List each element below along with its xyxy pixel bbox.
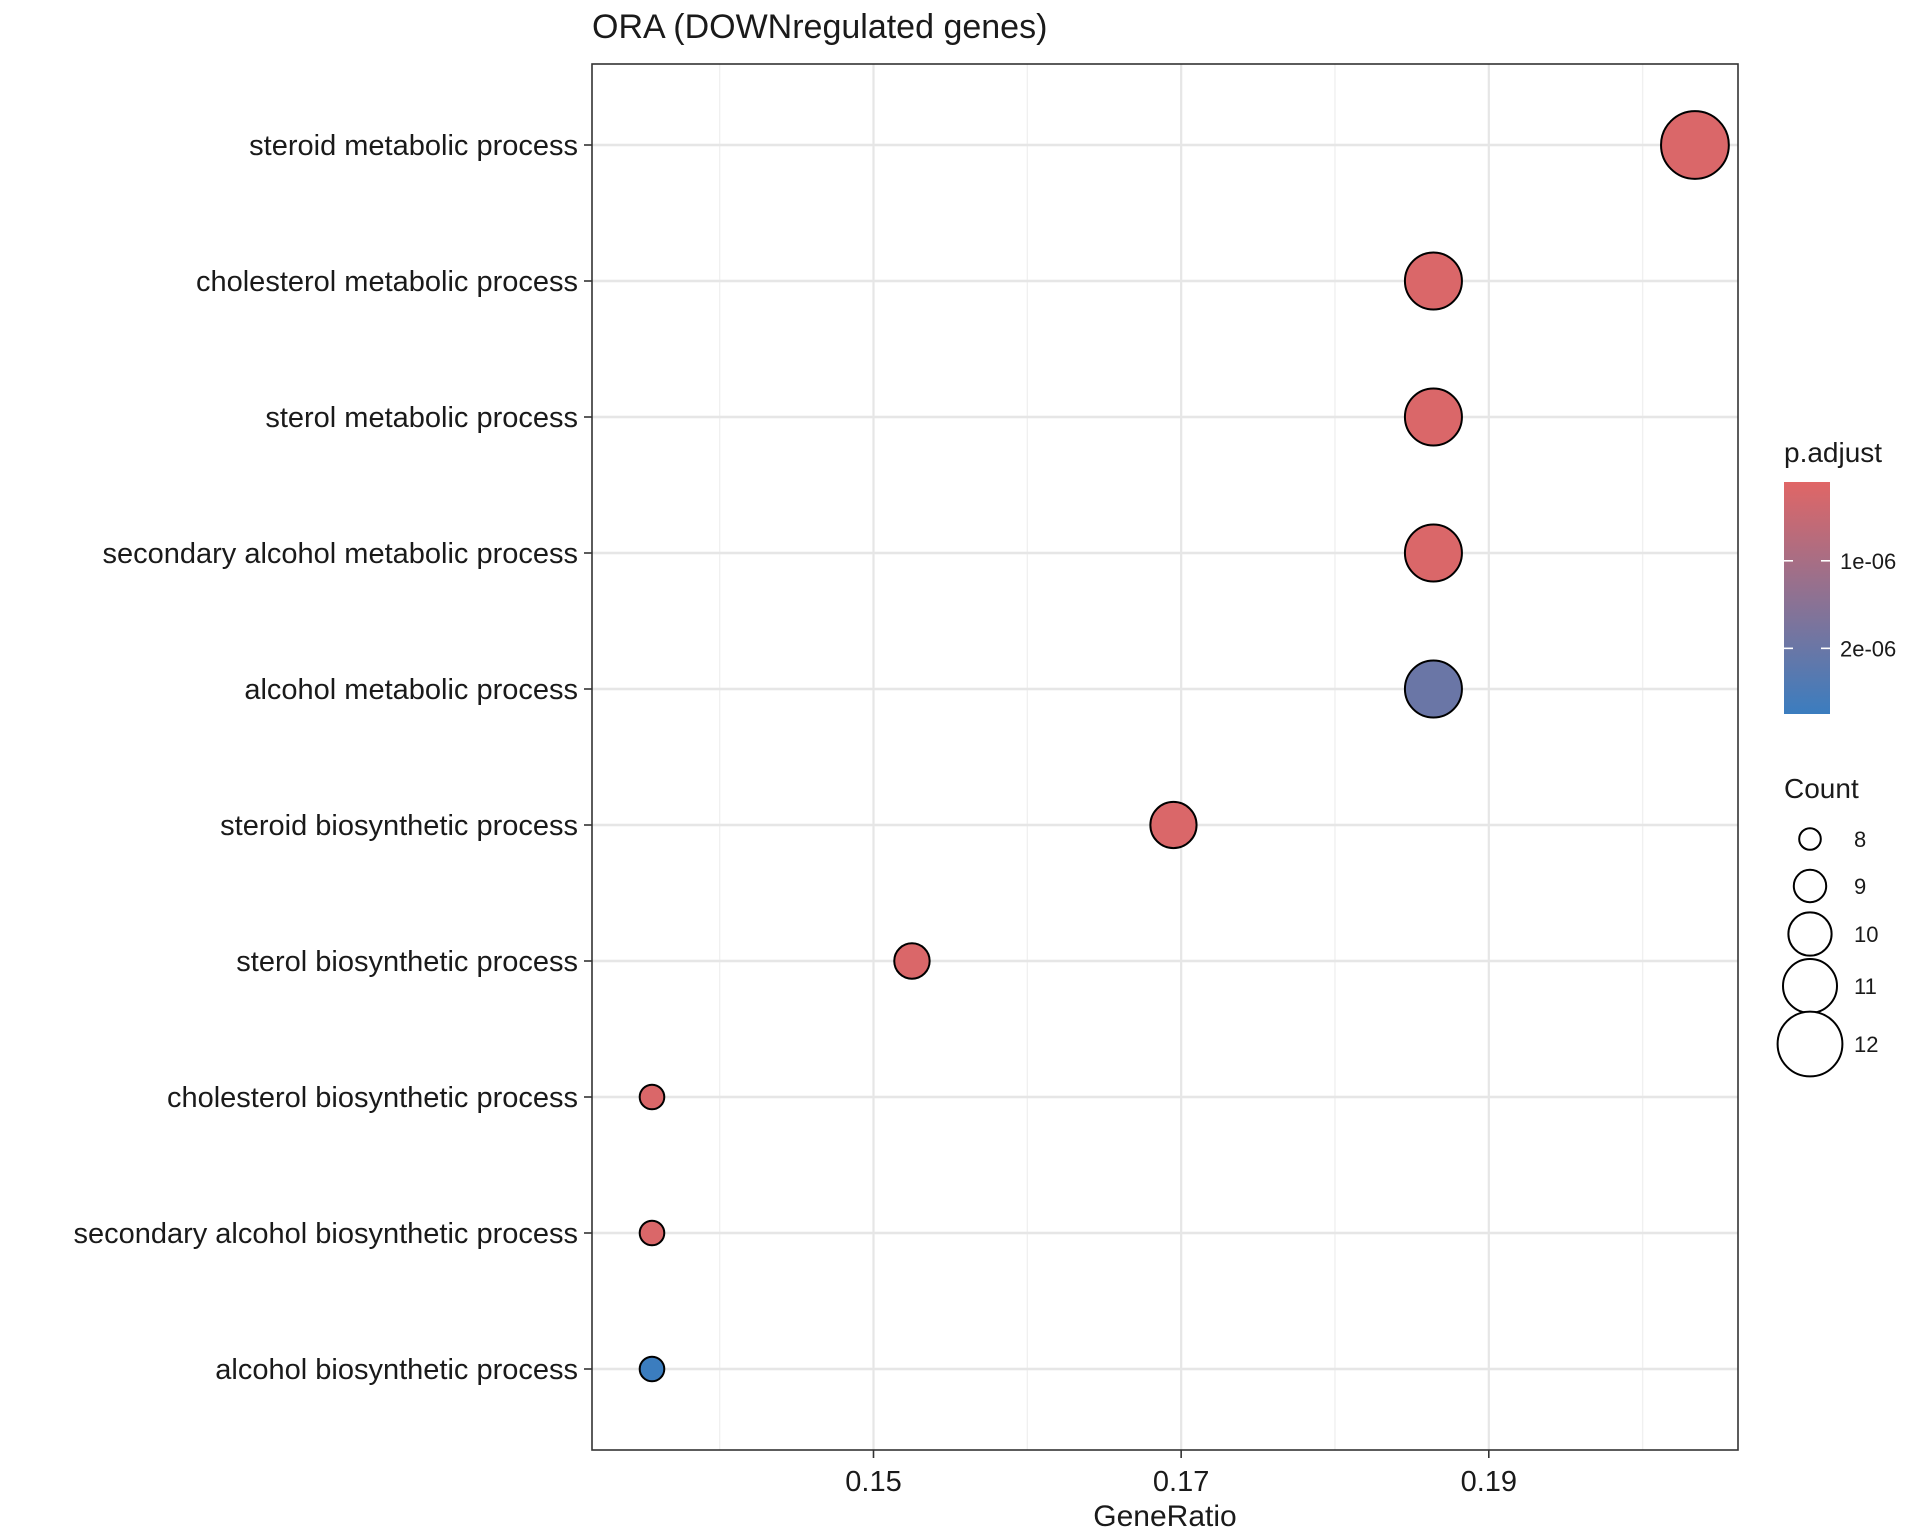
y-axis: steroid metabolic process cholesterol met… — [73, 130, 592, 1386]
data-point — [1149, 800, 1198, 850]
data-point — [638, 1083, 666, 1111]
y-tick-label: secondary alcohol biosynthetic process — [73, 1218, 578, 1250]
y-tick-label: sterol biosynthetic process — [236, 946, 578, 978]
size-legend-circle — [1776, 1010, 1844, 1078]
panel-border — [591, 63, 1739, 1451]
color-legend-tick-label: 2e-06 — [1840, 636, 1896, 661]
data-point — [1403, 659, 1463, 719]
color-legend-tick-label: 1e-06 — [1840, 549, 1896, 574]
minor-gridlines — [718, 64, 1644, 1450]
x-tick-label: 0.17 — [1153, 1466, 1209, 1498]
data-point — [1403, 251, 1463, 311]
size-legend-label: 11 — [1854, 974, 1877, 999]
size-legend-label: 9 — [1854, 874, 1866, 899]
color-legend-title: p.adjust — [1784, 437, 1882, 468]
y-tick-label: cholesterol biosynthetic process — [167, 1082, 578, 1114]
plot-panel — [591, 63, 1739, 1451]
chart-title: ORA (DOWNregulated genes) — [592, 8, 1047, 46]
size-legend-label: 8 — [1854, 827, 1866, 852]
data-point — [1660, 110, 1730, 180]
size-legend-circle — [1798, 827, 1822, 851]
data-point — [1403, 387, 1463, 447]
size-legend: Count 8 9 10 11 12 — [1776, 773, 1878, 1078]
color-legend-bar — [1784, 482, 1830, 714]
color-legend-ticks: 1e-06 2e-06 — [1784, 549, 1896, 661]
y-tick-label: alcohol metabolic process — [244, 674, 578, 706]
color-legend: p.adjust 1e-06 2e-06 — [1784, 437, 1896, 714]
y-tick-label: steroid metabolic process — [249, 130, 578, 162]
size-legend-keys: 8 9 10 11 12 — [1776, 827, 1878, 1078]
size-legend-circle — [1792, 868, 1828, 904]
data-point — [638, 1219, 666, 1247]
y-tick-label: secondary alcohol metabolic process — [102, 538, 578, 570]
major-gridlines — [592, 64, 1738, 1450]
data-point — [638, 1355, 666, 1383]
size-legend-title: Count — [1784, 773, 1859, 804]
x-tick-label: 0.15 — [845, 1466, 901, 1498]
size-legend-label: 10 — [1854, 922, 1878, 947]
y-tick-label: sterol metabolic process — [265, 402, 578, 434]
size-legend-circle — [1782, 958, 1838, 1014]
x-axis: 0.15 0.17 0.19 — [845, 1450, 1517, 1498]
y-tick-label: cholesterol metabolic process — [196, 266, 578, 298]
y-tick-label: steroid biosynthetic process — [220, 810, 578, 842]
y-tick-label: alcohol biosynthetic process — [215, 1354, 578, 1386]
data-point — [893, 942, 931, 980]
data-points — [638, 110, 1730, 1383]
size-legend-circle — [1787, 911, 1833, 957]
x-tick-label: 0.19 — [1461, 1466, 1517, 1498]
size-legend-label: 12 — [1854, 1032, 1878, 1057]
data-point — [1403, 523, 1463, 583]
x-axis-title: GeneRatio — [1093, 1500, 1236, 1533]
